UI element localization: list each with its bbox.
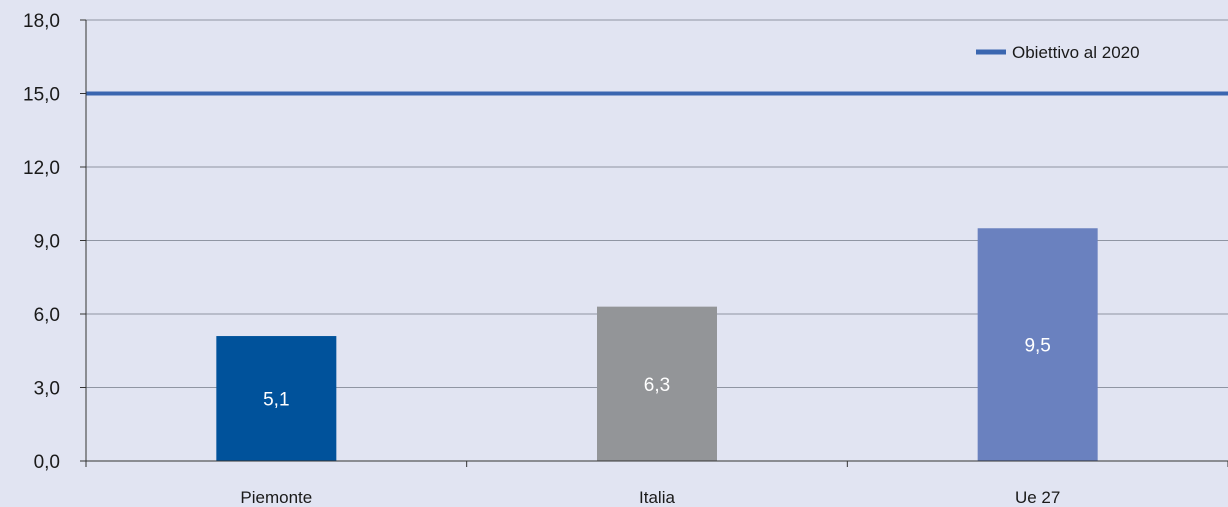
- bar: [977, 228, 1098, 461]
- legend: Obiettivo al 2020: [976, 43, 1140, 62]
- y-tick-label: 15,0: [23, 85, 60, 106]
- bar-value-labels: 5,1 6,3 9,5: [263, 336, 1051, 411]
- bars: [216, 228, 1098, 461]
- y-tick-label: 0,0: [34, 452, 60, 473]
- bar-value-label: 5,1: [263, 390, 289, 411]
- x-category-label: Italia: [639, 488, 675, 507]
- y-tick-label: 9,0: [34, 232, 60, 253]
- y-tick-label: 6,0: [34, 305, 60, 326]
- x-category-label: Ue 27: [1015, 488, 1060, 507]
- bar: [597, 306, 717, 461]
- legend-label: Obiettivo al 2020: [1012, 43, 1140, 62]
- y-tick-label: 3,0: [34, 379, 60, 400]
- x-category-labels: Piemonte Italia Ue 27: [240, 488, 1060, 507]
- x-category-label: Piemonte: [240, 488, 312, 507]
- bar-value-label: 6,3: [644, 375, 670, 396]
- bar-value-label: 9,5: [1024, 336, 1050, 357]
- y-tick-label: 18,0: [23, 11, 60, 32]
- y-tick-labels: 0,0 3,0 6,0 9,0 12,0 15,0 18,0: [23, 11, 60, 473]
- axes: [80, 19, 1228, 467]
- bar: [216, 336, 337, 461]
- y-tick-label: 12,0: [23, 158, 60, 179]
